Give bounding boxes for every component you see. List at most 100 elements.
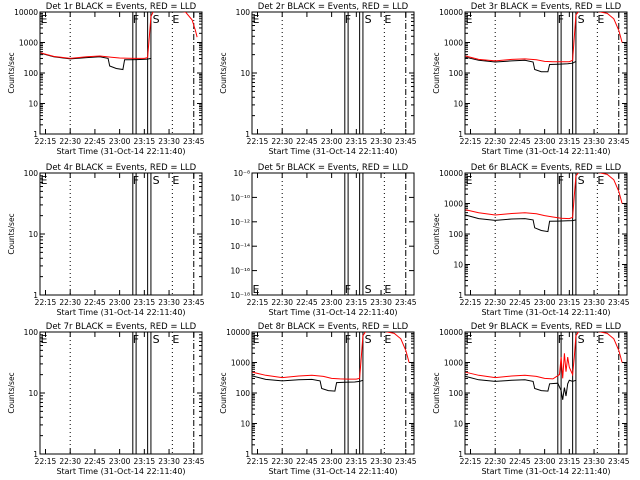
x-tick-label: 23:00 [534,457,556,466]
x-tick-label: 22:45 [296,457,318,466]
x-tick-label: 22:45 [509,298,531,307]
event-marker-label: E [466,333,473,346]
x-tick-label: 23:45 [183,457,205,466]
x-axis-label: Start Time (31-Oct-14 22:11:40) [481,147,610,156]
x-axis-label: Start Time (31-Oct-14 22:11:40) [268,467,397,476]
event-marker-label: S [578,13,585,26]
x-tick-label: 23:30 [370,298,392,307]
x-tick-label: 22:30 [484,137,506,146]
plot-frame [251,11,415,135]
x-tick-label: 23:15 [346,137,368,146]
y-tick-label: 100 [449,389,464,398]
y-tick-label: 10⁻¹² [230,218,250,227]
plot-frame [464,331,628,455]
x-tick-label: 23:45 [608,298,630,307]
x-tick-label: 22:15 [460,137,482,146]
x-tick-label: 23:15 [134,457,156,466]
x-tick-label: 23:30 [158,298,180,307]
chart-title: Det 3r BLACK = Events, RED = LLD [471,2,622,12]
x-tick-label: 22:15 [247,137,269,146]
y-tick-label: 1 [33,130,38,139]
event-marker-label: F [133,174,139,187]
y-axis-label: Counts/sec [7,52,16,93]
plot-frame [39,11,203,135]
event-marker-label: E [597,174,604,187]
x-tick-label: 23:15 [559,457,581,466]
y-tick-label: 1 [458,291,463,300]
x-tick-label: 22:15 [35,298,57,307]
x-tick-label: 22:45 [296,298,318,307]
event-marker-label: E [597,333,604,346]
y-tick-label: 100 [236,8,251,17]
event-marker-label: F [558,13,564,26]
y-axis-label: Counts/sec [432,372,441,413]
chart-title: Det 4r BLACK = Events, RED = LLD [46,163,197,173]
x-tick-label: 23:30 [583,298,605,307]
event-marker-label: S [365,283,372,296]
plot-frame [251,331,415,455]
y-tick-label: 10⁻¹⁰ [230,193,250,202]
event-marker-label: E [384,333,391,346]
x-tick-label: 22:15 [247,298,269,307]
event-marker-label: F [133,13,139,26]
chart-title: Det 8r BLACK = Events, RED = LLD [258,322,409,332]
event-marker-label: F [558,174,564,187]
x-tick-label: 23:00 [109,457,131,466]
event-marker-label: F [345,283,351,296]
x-axis-label: Start Time (31-Oct-14 22:11:40) [56,308,185,317]
y-axis-label: Counts/sec [7,213,16,254]
event-marker-label: F [345,333,351,346]
x-tick-label: 23:45 [395,137,417,146]
y-tick-label: 10 [28,230,38,239]
chart-title: Det 7r BLACK = Events, RED = LLD [46,322,197,332]
y-tick-label: 1000 [231,359,250,368]
x-tick-label: 23:45 [395,298,417,307]
y-tick-label: 10000 [14,8,38,17]
x-tick-label: 22:30 [484,457,506,466]
event-marker-label: E [253,333,260,346]
y-tick-label: 1000 [19,39,38,48]
chart-title: Det 1r BLACK = Events, RED = LLD [46,2,197,12]
x-tick-label: 23:30 [583,137,605,146]
y-tick-label: 10000 [439,169,463,178]
series-line-events [465,375,577,400]
x-tick-label: 23:30 [370,137,392,146]
x-tick-label: 23:30 [158,457,180,466]
y-tick-label: 100 [24,69,39,78]
x-tick-label: 22:45 [84,298,106,307]
event-marker-label: S [365,333,372,346]
event-marker-label: E [172,333,179,346]
x-axis-label: Start Time (31-Oct-14 22:11:40) [481,308,610,317]
y-tick-label: 1 [33,450,38,459]
plot-frame [464,172,628,296]
x-tick-label: 22:45 [84,137,106,146]
y-tick-label: 1 [245,130,250,139]
x-tick-label: 23:45 [608,137,630,146]
x-axis-label: Start Time (31-Oct-14 22:11:40) [56,467,185,476]
x-tick-label: 23:00 [534,298,556,307]
x-tick-label: 23:15 [346,298,368,307]
series-line-lld [465,12,623,63]
x-tick-label: 22:30 [271,298,293,307]
x-tick-label: 22:30 [59,298,81,307]
x-tick-label: 23:30 [158,137,180,146]
y-tick-label: 100 [449,230,464,239]
event-marker-label: E [41,13,48,26]
y-tick-label: 100 [449,69,464,78]
series-line-lld [465,332,623,380]
chart-title: Det 6r BLACK = Events, RED = LLD [471,163,622,173]
event-marker-label: S [153,174,160,187]
event-marker-label: E [41,174,48,187]
x-tick-label: 23:15 [559,137,581,146]
x-tick-label: 22:15 [460,298,482,307]
x-tick-label: 23:45 [183,137,205,146]
event-marker-label: S [578,174,585,187]
y-tick-label: 10⁻¹⁶ [230,267,250,276]
y-tick-label: 1000 [444,359,463,368]
x-tick-label: 23:00 [321,457,343,466]
